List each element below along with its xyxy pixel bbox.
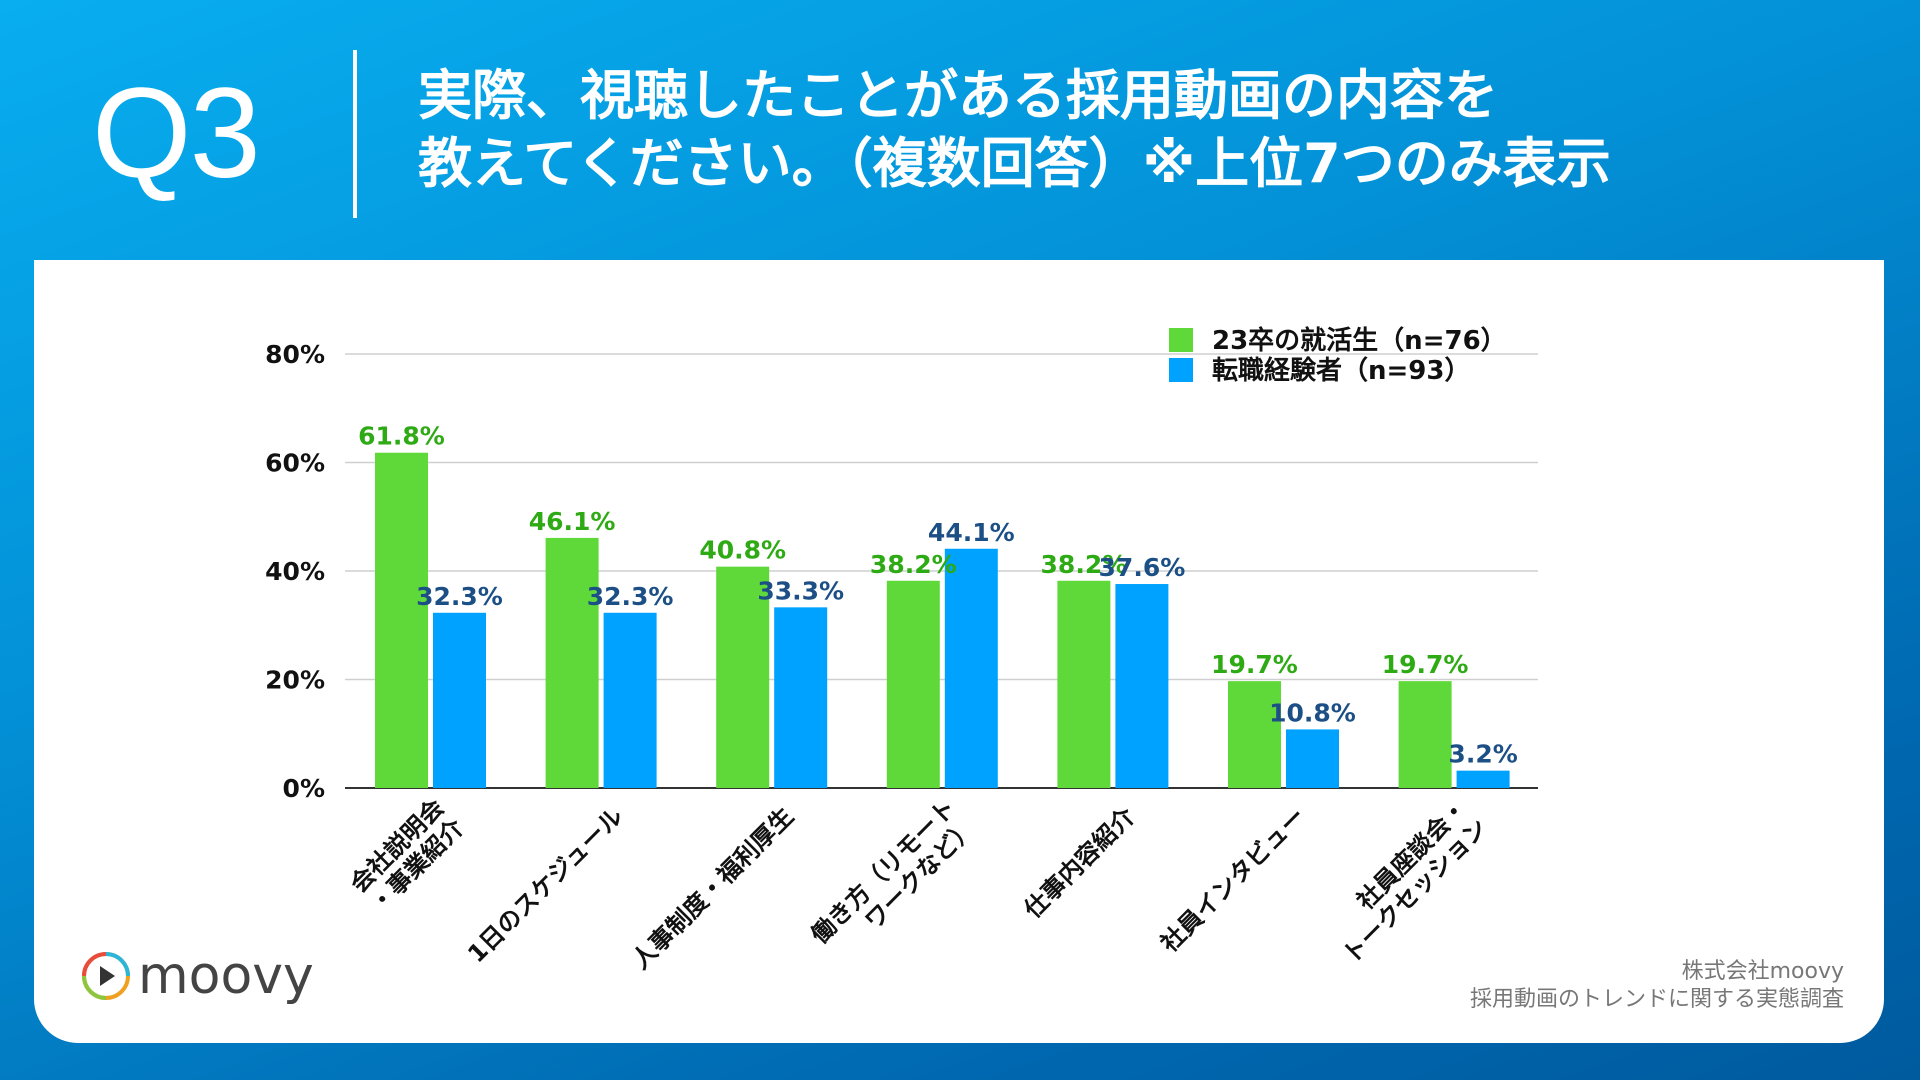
footer-survey: 採用動画のトレンドに関する実態調査	[1469, 987, 1844, 1012]
legend-label: 23卒の就活生（n=76）	[1212, 325, 1507, 356]
moovy-logo: moovy	[80, 950, 314, 1002]
data-label: 46.1%	[529, 507, 616, 536]
x-tick-label: 社員インタビュー	[1155, 802, 1311, 958]
x-tick-label-line: 仕事内容紹介	[1018, 801, 1141, 924]
x-tick-label-line: 社員インタビュー	[1155, 802, 1311, 958]
data-label: 3.2%	[1448, 740, 1517, 769]
page-title: 実際、視聴したことがある採用動画の内容を 教えてください。（複数回答）※上位7つ…	[418, 62, 1611, 198]
bar-series1	[886, 580, 940, 788]
legend-swatch	[1169, 358, 1193, 382]
data-label: 32.3%	[416, 582, 503, 611]
header-divider	[353, 50, 357, 218]
bar-series1	[545, 537, 599, 788]
data-label: 44.1%	[928, 518, 1015, 547]
data-label: 38.2%	[870, 550, 957, 579]
footer-source: 株式会社moovy 採用動画のトレンドに関する実態調査	[1470, 958, 1844, 1014]
data-label: 37.6%	[1099, 553, 1186, 582]
bar-series2	[1115, 584, 1169, 788]
data-label: 40.8%	[699, 536, 786, 565]
x-tick-label-line: 人事制度・福利厚生	[627, 802, 800, 975]
data-label: 19.7%	[1211, 650, 1298, 679]
bar-series2	[433, 612, 486, 788]
bar-series2	[1456, 770, 1510, 788]
x-tick-label: 仕事内容紹介	[1018, 801, 1141, 924]
data-label: 32.3%	[587, 582, 674, 611]
data-label: 38.2%	[1041, 550, 1128, 579]
x-tick-label: 働き方（リモートワークなど）	[805, 794, 981, 970]
footer-company: 株式会社moovy	[1681, 959, 1844, 984]
bar-series2	[774, 607, 828, 788]
y-tick-label: 40%	[265, 557, 325, 586]
data-label: 33.3%	[757, 576, 844, 605]
x-tick-label-line: 1日のスケジュール	[462, 802, 628, 968]
y-tick-label: 80%	[265, 340, 325, 369]
title-line-1: 実際、視聴したことがある採用動画の内容を	[418, 64, 1498, 127]
play-circle-logo-icon	[82, 952, 130, 1000]
bar-series1	[1057, 580, 1111, 788]
x-tick-label: 1日のスケジュール	[462, 802, 628, 968]
bar-series2	[603, 612, 657, 788]
bar-series1	[1398, 681, 1452, 788]
legend-label: 転職経験者（n=93）	[1212, 355, 1470, 386]
y-tick-label: 60%	[265, 449, 325, 478]
data-label: 19.7%	[1382, 650, 1469, 679]
x-tick-label: 会社説明会・事業紹介	[345, 793, 470, 918]
bar-series1	[1228, 681, 1281, 788]
logo-text: moovy	[138, 946, 314, 1006]
bar-series1	[375, 452, 428, 788]
data-label: 10.8%	[1269, 698, 1356, 727]
y-tick-label: 20%	[265, 666, 325, 695]
y-tick-label: 0%	[283, 774, 325, 803]
question-number: Q3	[92, 62, 261, 205]
bar-series2	[944, 548, 998, 788]
legend-swatch	[1169, 328, 1193, 352]
data-label: 61.8%	[358, 422, 445, 451]
bar-series1	[716, 566, 770, 788]
title-line-2: 教えてください。（複数回答）※上位7つのみ表示	[418, 132, 1611, 195]
x-tick-label: 人事制度・福利厚生	[627, 802, 800, 975]
x-tick-label: 社員座談会・トークセッション	[1317, 794, 1492, 969]
bar-series2	[1286, 729, 1339, 788]
